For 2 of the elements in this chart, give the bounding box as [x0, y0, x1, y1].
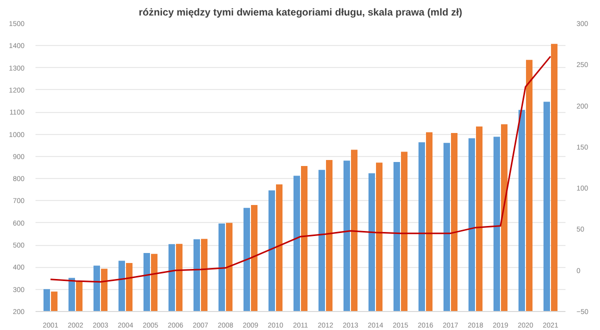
line-series — [50, 56, 552, 283]
chart-title: różnicy między tymi dwiema kategoriami długu, skala prawa (mld zł) — [138, 8, 462, 18]
